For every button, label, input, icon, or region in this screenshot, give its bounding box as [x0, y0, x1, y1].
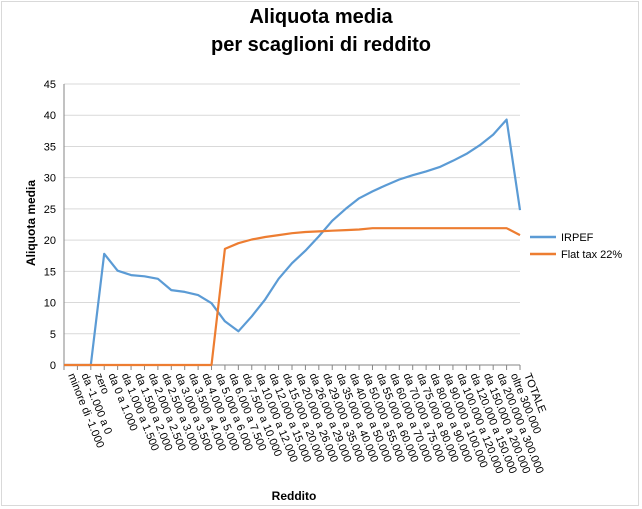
y-tick-35: 35 — [44, 141, 56, 153]
y-tick-20: 20 — [44, 235, 56, 247]
y-tick-15: 15 — [44, 266, 56, 278]
series-line-irpef — [64, 118, 522, 367]
legend-label-irpef: IRPEF — [561, 232, 594, 244]
y-tick-25: 25 — [44, 204, 56, 216]
y-tick-labels: 0 5 10 15 20 25 30 35 40 45 — [44, 79, 56, 372]
legend: IRPEF Flat tax 22% — [530, 232, 622, 261]
y-tick-40: 40 — [44, 110, 56, 122]
y-tick-5: 5 — [50, 329, 56, 341]
y-tick-30: 30 — [44, 173, 56, 185]
chart-title-line1: Aliquota media — [249, 6, 393, 28]
y-tick-0: 0 — [50, 360, 56, 372]
legend-label-flat-tax: Flat tax 22% — [561, 249, 622, 261]
y-tick-45: 45 — [44, 79, 56, 91]
x-axis-label: Reddito — [272, 489, 317, 503]
gridlines — [64, 83, 520, 335]
chart-title-line2: per scaglioni di reddito — [210, 34, 432, 56]
series-lines — [64, 118, 522, 367]
series-line-flat-tax — [64, 227, 521, 367]
y-tick-10: 10 — [44, 298, 56, 310]
y-axis-label: Aliquota media — [24, 180, 38, 266]
axes — [63, 84, 521, 370]
